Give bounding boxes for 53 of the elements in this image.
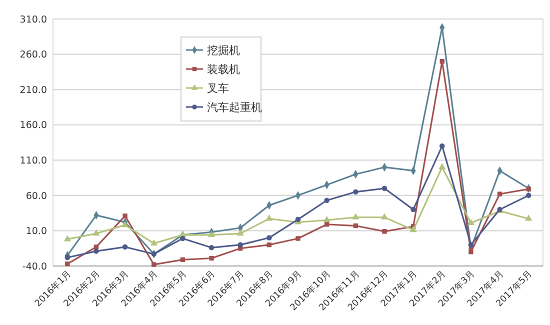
point [238,242,243,248]
point [64,254,70,260]
point [150,239,158,246]
point [324,198,330,204]
point [468,250,474,254]
point [296,236,300,241]
y-tick-label: -40.0 [22,261,47,272]
y-tick-label: 10.0 [26,226,47,238]
point [94,248,99,254]
point [526,192,532,198]
point [121,220,129,228]
point [467,218,475,226]
y-tick-label: 160.0 [20,120,47,132]
y-tick-label: 60.0 [26,190,47,202]
point [410,226,417,232]
point [180,257,186,262]
legend-label: 汽车起重机 [207,100,262,114]
y-tick-label: 310.0 [20,14,47,26]
point [352,213,360,220]
point [324,222,330,227]
point [122,244,128,250]
point [382,229,387,234]
point [382,186,388,192]
point [209,256,214,261]
point [266,235,272,240]
point [208,245,214,250]
point [208,230,216,238]
point [353,223,358,228]
point [525,214,532,221]
legend-label: 装载机 [207,62,240,76]
point [152,262,156,267]
point [497,192,502,196]
point [410,206,416,212]
point [65,262,70,266]
point [266,214,273,221]
legend-label: 叉车 [207,82,229,95]
legend-label: 挖掘机 [207,44,240,57]
point [236,229,244,236]
point [64,235,71,242]
point [468,242,474,248]
point [180,236,186,242]
point [438,163,446,170]
y-tick-label: 110.0 [20,155,47,166]
y-tick-label: 210.0 [20,84,47,96]
y-tick-label: 260.0 [20,50,47,61]
point [92,229,100,236]
point [122,214,128,218]
point [323,216,330,222]
point [353,189,358,195]
point [266,242,272,248]
point [439,143,445,149]
point [380,213,388,220]
point [440,59,444,64]
